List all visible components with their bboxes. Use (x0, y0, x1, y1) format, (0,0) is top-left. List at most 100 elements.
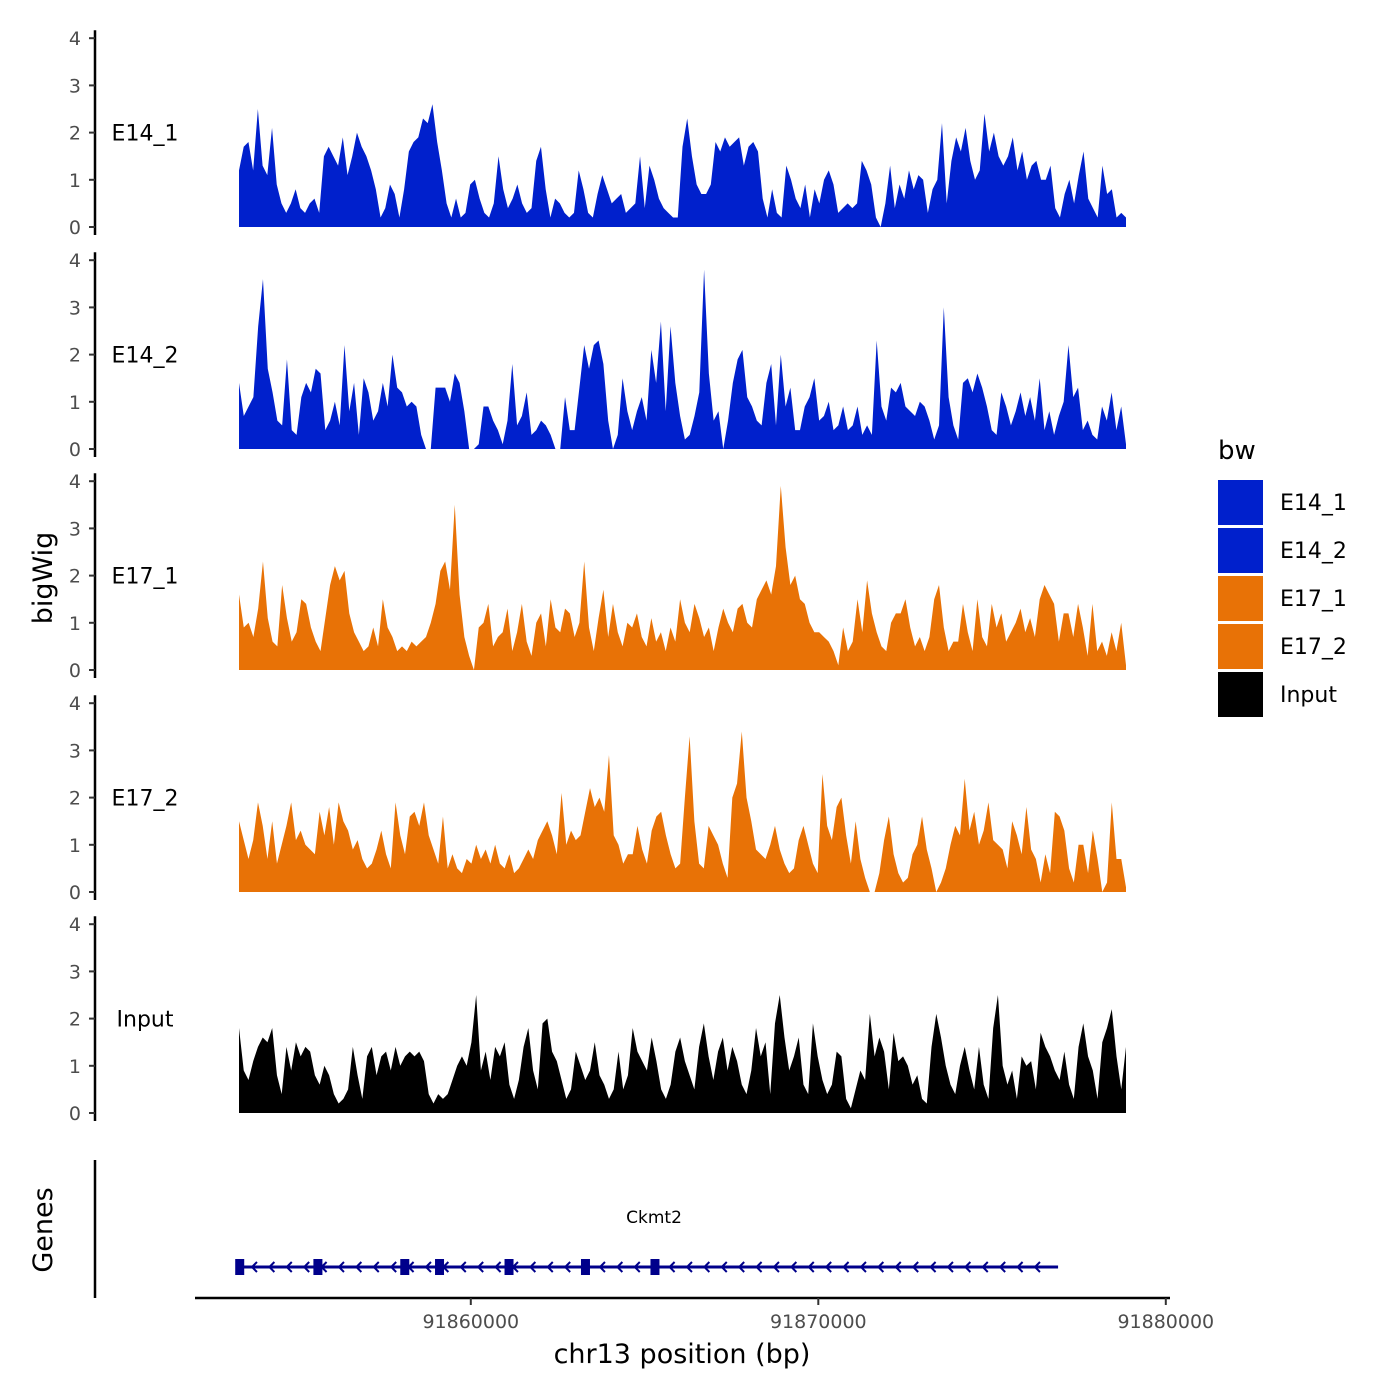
exon (400, 1259, 410, 1275)
strand-arrow (946, 1261, 954, 1273)
signal-area (239, 269, 1126, 449)
y-tick-label: 3 (69, 961, 81, 983)
y-tick-label: 3 (69, 518, 81, 540)
exon (435, 1259, 445, 1275)
strand-arrow (267, 1261, 276, 1273)
y-tick-label: 0 (69, 660, 81, 682)
y-tick-label: 4 (69, 471, 81, 493)
legend-item-e17-2: E17_2 (1218, 624, 1347, 669)
strand-arrow (337, 1261, 345, 1273)
strand-arrow (685, 1261, 693, 1273)
x-tick-label: 91860000 (422, 1311, 519, 1333)
legend-item-e17-1: E17_1 (1218, 576, 1347, 621)
y-tick-label: 3 (69, 297, 81, 319)
y-tick-label: 1 (69, 613, 81, 635)
y-tick-label: 4 (69, 693, 81, 715)
gene-track: Ckmt2 (93, 1160, 1059, 1298)
strand-arrow (981, 1261, 989, 1273)
legend-title: bw (1218, 436, 1256, 466)
signal-area (239, 995, 1126, 1113)
legend-label: Input (1280, 683, 1337, 708)
y-tick-label: 2 (69, 345, 81, 367)
strand-arrow (824, 1261, 832, 1273)
strand-arrow (876, 1261, 885, 1273)
strand-arrow (963, 1261, 972, 1273)
track-e14-2: 0 1 2 3 4 E14_2 (69, 250, 1126, 461)
signal-area (239, 485, 1126, 670)
strand-arrow (842, 1261, 850, 1273)
strand-arrow (546, 1261, 554, 1273)
exon (580, 1259, 590, 1275)
track-input: 0 1 2 3 4 Input (69, 914, 1126, 1125)
legend-label: E17_1 (1280, 587, 1347, 612)
y-tick-label: 2 (69, 1009, 81, 1031)
strand-arrow (859, 1261, 867, 1273)
track-e14-1: 0 1 2 3 4 E14_1 (69, 28, 1126, 239)
legend-label: E14_2 (1280, 539, 1347, 564)
strand-arrow (702, 1261, 711, 1273)
exon (313, 1259, 323, 1275)
legend-item-e14-2: E14_2 (1218, 528, 1347, 573)
legend-swatch (1218, 624, 1263, 669)
x-axis: 91860000 91870000 91880000 (195, 1296, 1214, 1333)
legend-swatch (1218, 528, 1263, 573)
x-tick-label: 91880000 (1117, 1311, 1214, 1333)
strand-arrow (459, 1261, 467, 1273)
legend-label: E17_2 (1280, 635, 1347, 660)
strand-arrow (528, 1261, 537, 1273)
strand-arrow (807, 1261, 815, 1273)
strand-arrow (615, 1261, 624, 1273)
strand-arrow (250, 1261, 258, 1273)
strand-arrow (494, 1261, 502, 1273)
strand-arrow (424, 1261, 432, 1273)
legend-item-input: Input (1218, 672, 1337, 717)
y-tick-label: 2 (69, 123, 81, 145)
strand-arrow (789, 1261, 798, 1273)
y-tick-label: 2 (69, 788, 81, 810)
strand-arrow (285, 1261, 293, 1273)
strand-arrow (1016, 1261, 1024, 1273)
y-tick-label: 3 (69, 740, 81, 762)
y-tick-label: 4 (69, 250, 81, 272)
track-label: E17_1 (112, 565, 179, 590)
y-tick-label: 0 (69, 1103, 81, 1125)
y-tick-label: 0 (69, 882, 81, 904)
track-label: Input (117, 1008, 174, 1033)
y-tick-label: 0 (69, 439, 81, 461)
track-label: E14_2 (112, 344, 179, 369)
strand-arrow (1033, 1261, 1041, 1273)
exon (235, 1259, 245, 1275)
y-tick-label: 3 (69, 75, 81, 97)
track-label: E14_1 (112, 122, 179, 147)
strand-arrow (354, 1261, 363, 1273)
y-tick-label: 1 (69, 835, 81, 857)
strand-arrow (563, 1261, 571, 1273)
signal-area (239, 104, 1126, 227)
strand-arrow (772, 1261, 780, 1273)
x-axis-title: chr13 position (bp) (554, 1339, 811, 1370)
strand-arrow (894, 1261, 902, 1273)
strand-arrow (302, 1261, 310, 1273)
strand-arrow (720, 1261, 728, 1273)
y-tick-label: 1 (69, 1056, 81, 1078)
strand-arrow (633, 1261, 641, 1273)
y-tick-label: 1 (69, 392, 81, 414)
strand-arrow (929, 1261, 937, 1273)
strand-arrow (372, 1261, 380, 1273)
y-tick-label: 2 (69, 566, 81, 588)
y-axis-title: bigWig (28, 532, 59, 625)
strand-arrow (598, 1261, 606, 1273)
genes-axis-title: Genes (28, 1187, 59, 1272)
exon (504, 1259, 514, 1275)
exon (650, 1259, 660, 1275)
y-tick-label: 4 (69, 28, 81, 50)
legend: E14_1 E14_2 E17_1 E17_2 Input (1218, 480, 1347, 717)
strand-arrow (668, 1261, 676, 1273)
legend-swatch (1218, 480, 1263, 525)
signal-area (239, 731, 1126, 892)
y-tick-label: 1 (69, 170, 81, 192)
strand-arrow (737, 1261, 745, 1273)
x-tick-label: 91870000 (770, 1311, 867, 1333)
track-e17-2: 0 1 2 3 4 E17_2 (69, 693, 1126, 904)
